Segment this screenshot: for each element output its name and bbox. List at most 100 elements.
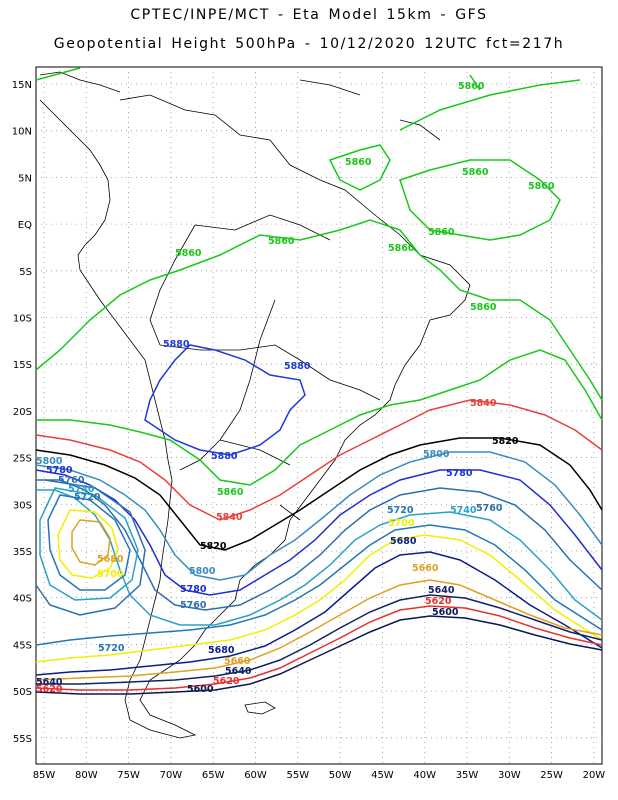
label-5840-b: 5840 xyxy=(216,512,243,523)
label-5640-a: 5640 xyxy=(428,585,455,596)
label-5760-b: 5760 xyxy=(58,475,85,486)
label-5660-b: 5660 xyxy=(224,656,251,667)
caribbean-coast xyxy=(39,71,441,141)
contour-5760 xyxy=(36,479,603,611)
lat-tick-label: 5S xyxy=(19,267,32,278)
lon-tick-label: 65W xyxy=(202,770,225,781)
label-5800-c: 5800 xyxy=(189,566,216,577)
label-5860-g: 5860 xyxy=(388,243,415,254)
contour-5760-low xyxy=(35,479,146,616)
axis-ticks: 15N 10N 5N EQ 5S 10S 15S 20S 25S 30S 35S 40S 45S 50S 5… xyxy=(12,80,606,781)
label-5700-a: 5700 xyxy=(388,518,415,529)
label-5860-d: 5860 xyxy=(528,181,555,192)
label-5640-c: 5640 xyxy=(225,666,252,677)
label-5860-i: 5860 xyxy=(470,302,497,313)
label-5860-b: 5860 xyxy=(345,157,372,168)
coastline xyxy=(39,71,471,739)
lon-tick-label: 55W xyxy=(286,770,309,781)
contour-5620 xyxy=(35,605,603,691)
lon-tick-label: 60W xyxy=(244,770,267,781)
contour-5840 xyxy=(35,399,603,521)
label-5640-b: 5640 xyxy=(36,677,63,688)
contour-5860-south xyxy=(36,349,603,486)
contour-5780 xyxy=(35,469,603,596)
map-subtitle: Geopotential Height 500hPa - 10/12/2020 … xyxy=(53,36,565,52)
lon-tick-label: 40W xyxy=(413,770,436,781)
lon-tick-label: 35W xyxy=(456,770,479,781)
label-5680-a: 5680 xyxy=(390,536,417,547)
label-5880-a: 5880 xyxy=(163,339,190,350)
label-5800-b: 5800 xyxy=(36,456,63,467)
label-5860-a: 5860 xyxy=(458,81,485,92)
contour-5720 xyxy=(35,524,603,646)
contour-5740 xyxy=(36,489,603,626)
contour-5800 xyxy=(35,451,603,581)
lat-tick-label: EQ xyxy=(18,220,32,231)
lat-tick-label: 20S xyxy=(13,407,32,418)
lat-tick-label: 30S xyxy=(13,500,32,511)
label-5760-c: 5760 xyxy=(180,600,207,611)
contour-5720-low xyxy=(47,494,131,591)
lat-tick-label: 50S xyxy=(13,687,32,698)
lat-lon-grid xyxy=(36,67,602,764)
label-5660-a: 5660 xyxy=(412,563,439,574)
lat-tick-label: 10N xyxy=(12,127,32,138)
contour-5640 xyxy=(36,594,603,685)
label-5720-c: 5720 xyxy=(98,643,125,654)
lat-tick-label: 15N xyxy=(12,80,32,91)
label-5620-a: 5620 xyxy=(425,596,452,607)
lon-tick-label: 85W xyxy=(33,770,56,781)
label-5840-a: 5840 xyxy=(470,398,497,409)
lat-tick-label: 45S xyxy=(13,640,32,651)
lat-tick-label: 55S xyxy=(13,734,32,745)
contour-5740-low xyxy=(39,487,139,601)
lon-tick-label: 80W xyxy=(75,770,98,781)
label-5780-c: 5780 xyxy=(180,584,207,595)
contour-5820 xyxy=(35,437,603,551)
label-5860-c: 5860 xyxy=(462,167,489,178)
contour-5680 xyxy=(35,551,603,676)
lon-tick-label: 70W xyxy=(160,770,183,781)
label-5860-h: 5860 xyxy=(175,248,202,259)
label-5600-a: 5600 xyxy=(432,607,459,618)
map-frame xyxy=(35,66,603,765)
lat-tick-label: 5N xyxy=(18,173,32,184)
label-5680-b: 5680 xyxy=(97,554,124,565)
label-5700-b: 5700 xyxy=(97,569,124,580)
label-5800-a: 5800 xyxy=(423,449,450,460)
label-5720-a: 5720 xyxy=(387,505,414,516)
label-5620-b: 5620 xyxy=(36,684,63,695)
label-5720-b: 5720 xyxy=(74,492,101,503)
country-borders xyxy=(149,214,381,521)
label-5740-b: 5740 xyxy=(68,484,95,495)
label-5860-j: 5860 xyxy=(217,487,244,498)
contour-5680-low xyxy=(71,519,111,566)
label-5740-a: 5740 xyxy=(450,505,477,516)
label-5860-e: 5860 xyxy=(428,227,455,238)
contour-5660 xyxy=(35,579,603,681)
label-5760-a: 5760 xyxy=(476,503,503,514)
label-5820-b: 5820 xyxy=(200,541,227,552)
label-5600-b: 5600 xyxy=(187,684,214,695)
falkland-islands xyxy=(244,701,276,715)
lat-tick-label: 40S xyxy=(13,594,32,605)
lon-tick-label: 45W xyxy=(371,770,394,781)
contour-5700 xyxy=(35,534,603,663)
lat-tick-label: 35S xyxy=(13,547,32,558)
lon-tick-label: 30W xyxy=(498,770,521,781)
contour-5860-north-2 xyxy=(35,67,581,241)
label-5620-c: 5620 xyxy=(213,676,240,687)
lon-tick-label: 75W xyxy=(117,770,140,781)
label-5780-a: 5780 xyxy=(446,468,473,479)
lon-tick-label: 25W xyxy=(540,770,563,781)
lon-tick-label: 50W xyxy=(329,770,352,781)
lat-tick-label: 25S xyxy=(13,454,32,465)
contour-layer xyxy=(35,67,603,695)
map-title: CPTEC/INPE/MCT - Eta Model 15km - GFS xyxy=(130,7,488,23)
contour-labels: 5860 5860 5860 5860 5860 5860 5860 5860 … xyxy=(36,81,555,695)
label-5780-b: 5780 xyxy=(46,465,73,476)
label-5860-f: 5860 xyxy=(268,236,295,247)
label-5820-a: 5820 xyxy=(492,436,519,447)
label-5880-c: 5880 xyxy=(211,451,238,462)
